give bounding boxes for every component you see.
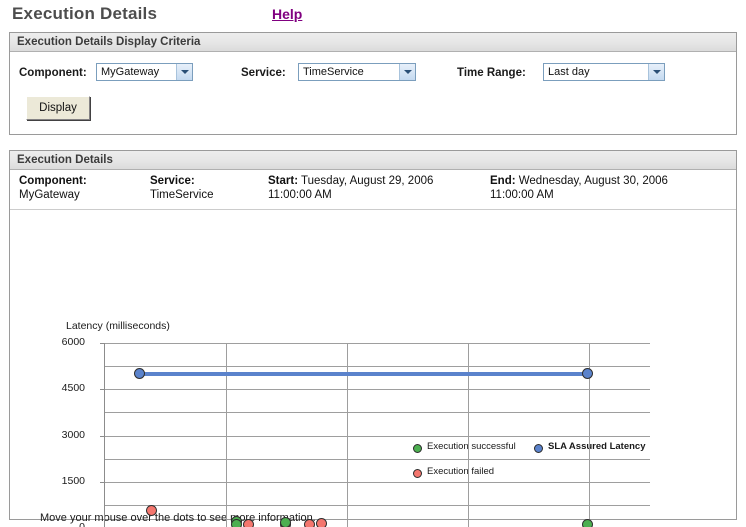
- sla-assured-latency-line: [140, 371, 589, 376]
- legend-marker-1: [413, 469, 422, 478]
- info-component-value: MyGateway: [19, 189, 80, 201]
- info-end-key: End:: [490, 175, 516, 187]
- gridline-horizontal: [105, 481, 650, 483]
- gridline-vertical: [468, 343, 470, 527]
- data-point-dot[interactable]: [279, 517, 291, 527]
- gridline-horizontal: [105, 412, 650, 414]
- data-point-dot[interactable]: [303, 518, 315, 527]
- gridline-horizontal: [105, 458, 650, 460]
- gridline-vertical: [226, 343, 228, 527]
- y-axis-title: Latency (milliseconds): [66, 320, 170, 332]
- y-axis-tick-label: 4500: [61, 382, 85, 395]
- help-link[interactable]: Help: [272, 6, 303, 22]
- info-start-key: Start:: [268, 175, 299, 187]
- service-label: Service:: [241, 67, 286, 79]
- details-info-strip: Component: MyGateway Service: TimeServic…: [10, 170, 736, 210]
- latency-chart: Move your mouse over the dots to see mor…: [10, 210, 736, 527]
- info-component: Component: MyGateway: [19, 175, 87, 201]
- service-select[interactable]: TimeService: [298, 63, 416, 81]
- y-axis-tick-label: 6000: [61, 336, 85, 348]
- data-point-dot[interactable]: [316, 517, 327, 527]
- data-point-dot[interactable]: [243, 518, 255, 527]
- criteria-panel-body: Component: MyGateway Service: TimeServic…: [10, 52, 736, 134]
- gridline-horizontal: [105, 389, 650, 391]
- details-panel-header: Execution Details: [10, 151, 736, 170]
- time-range-select[interactable]: Last day: [543, 63, 665, 81]
- component-select-value: MyGateway: [101, 66, 160, 78]
- legend-label-0: Execution successful: [427, 441, 516, 452]
- data-point-dot[interactable]: [582, 518, 594, 527]
- info-start-time: 11:00:00 AM: [268, 189, 332, 201]
- legend-marker-0: [413, 444, 422, 453]
- component-select[interactable]: MyGateway: [96, 63, 193, 81]
- chevron-down-icon[interactable]: [399, 64, 415, 80]
- criteria-panel: Execution Details Display Criteria Compo…: [9, 32, 737, 135]
- sla-endpoint-dot[interactable]: [134, 367, 146, 379]
- info-end-time: 11:00:00 AM: [490, 189, 554, 201]
- y-axis-tick-label: 3000: [61, 428, 85, 441]
- info-end: End: Wednesday, August 30, 2006 11:00:00…: [490, 175, 668, 201]
- criteria-panel-header: Execution Details Display Criteria: [10, 33, 736, 52]
- plot-area: [104, 343, 650, 527]
- info-service-value: TimeService: [150, 189, 214, 201]
- legend-label-1: Execution failed: [427, 466, 495, 477]
- chevron-down-icon[interactable]: [648, 64, 664, 80]
- info-service-key: Service:: [150, 175, 195, 187]
- gridline-vertical: [347, 343, 349, 527]
- gridline-horizontal: [105, 504, 650, 506]
- data-point-dot[interactable]: [146, 505, 158, 517]
- time-range-select-value: Last day: [548, 66, 590, 78]
- legend-label-2: SLA Assured Latency: [548, 441, 646, 452]
- chevron-down-icon[interactable]: [176, 64, 192, 80]
- component-label: Component:: [19, 67, 87, 79]
- service-select-value: TimeService: [303, 66, 364, 78]
- info-start-date: Tuesday, August 29, 2006: [301, 175, 434, 187]
- info-end-date: Wednesday, August 30, 2006: [518, 175, 668, 187]
- gridline-horizontal: [105, 366, 650, 368]
- y-axis-tick-label: 0: [79, 521, 85, 527]
- details-panel: Execution Details Component: MyGateway S…: [9, 150, 737, 527]
- y-axis-tick-mark: [100, 435, 104, 437]
- y-axis-tick-mark: [100, 389, 104, 391]
- y-axis-tick-label: 1500: [61, 474, 85, 487]
- info-component-key: Component:: [19, 175, 87, 187]
- display-button[interactable]: Display: [26, 96, 90, 120]
- gridline-vertical: [589, 343, 591, 527]
- sla-endpoint-dot[interactable]: [582, 367, 594, 379]
- gridline-horizontal: [105, 435, 650, 437]
- page-title: Execution Details: [12, 4, 158, 23]
- gridline-horizontal: [105, 343, 650, 344]
- info-service: Service: TimeService: [150, 175, 213, 201]
- info-start: Start: Tuesday, August 29, 2006 11:00:00…: [268, 175, 433, 201]
- data-point-dot[interactable]: [231, 518, 243, 527]
- time-range-label: Time Range:: [457, 67, 526, 79]
- legend-marker-2: [534, 444, 543, 453]
- y-axis-tick-mark: [100, 343, 104, 344]
- page-header: Execution Details Help: [0, 0, 746, 32]
- y-axis-tick-mark: [100, 481, 104, 483]
